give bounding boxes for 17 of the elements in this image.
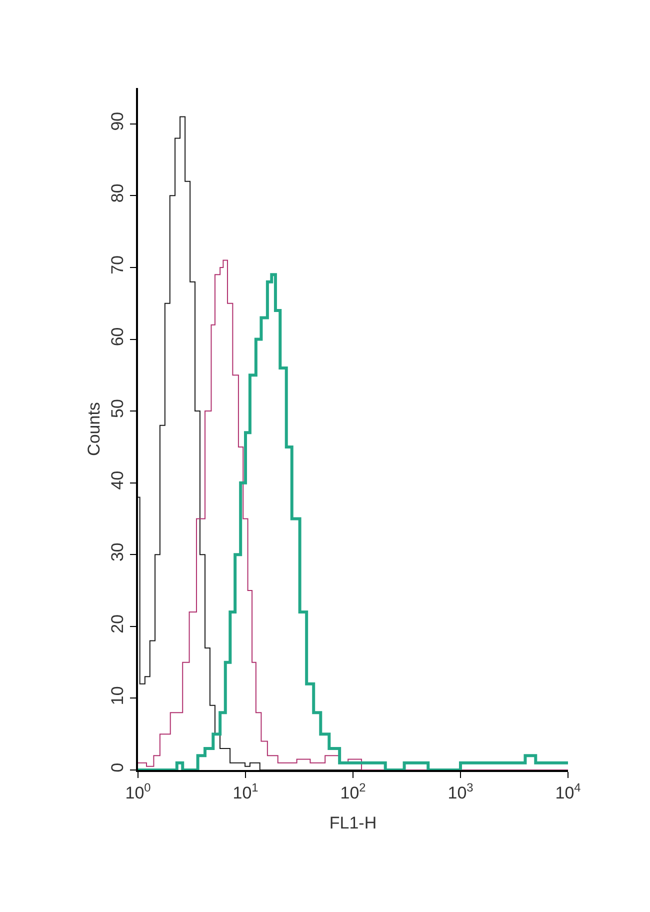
x-tick-label: 10$^{0}$ xyxy=(125,780,152,802)
y-tick-label: 80 xyxy=(108,184,128,203)
x-tick-label: 10$^{1}$ xyxy=(232,780,259,802)
x-tick-label: 10$^{4}$ xyxy=(555,780,582,802)
y-axis-title: Counts xyxy=(84,402,104,456)
x-axis-title: FL1-H xyxy=(329,813,377,832)
y-tick-label: 70 xyxy=(108,255,128,274)
y-tick-label: 0 xyxy=(108,762,128,772)
y-tick-label: 40 xyxy=(108,470,128,490)
y-tick-label: 50 xyxy=(108,399,128,418)
y-tick-label: 20 xyxy=(108,614,128,634)
y-tick-label: 60 xyxy=(108,327,128,346)
x-tick-label: 10$^{2}$ xyxy=(340,780,366,802)
x-tick-label: 10$^{3}$ xyxy=(448,780,474,802)
y-tick-label: 10 xyxy=(108,686,128,706)
y-tick-label: 30 xyxy=(108,542,128,562)
y-tick-label: 90 xyxy=(108,112,128,131)
